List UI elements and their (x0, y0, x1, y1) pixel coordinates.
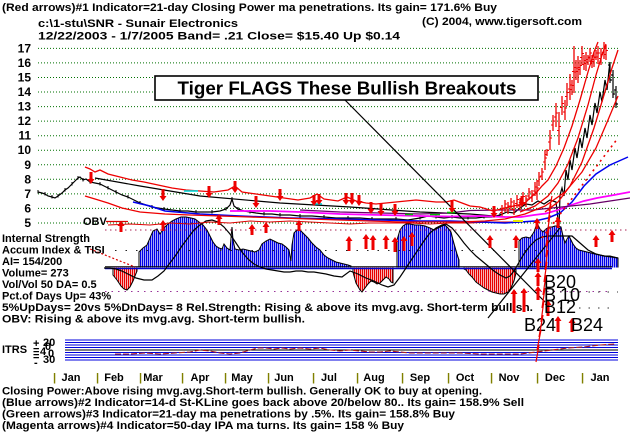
svg-text:12/22/2003 - 1/7/2005 Band= .: 12/22/2003 - 1/7/2005 Band= .21 Close= $… (38, 31, 401, 43)
svg-text:|: | (490, 372, 493, 384)
svg-text:9: 9 (24, 158, 31, 172)
svg-text:B12: B12 (544, 297, 576, 317)
svg-text:|: | (536, 372, 539, 384)
svg-text:10: 10 (18, 143, 32, 157)
svg-text:|: | (96, 372, 99, 384)
svg-text:13: 13 (18, 100, 32, 114)
svg-text:4: 4 (40, 346, 47, 358)
svg-text:Mar: Mar (143, 372, 163, 384)
svg-text:|: | (356, 372, 359, 384)
svg-text:B24: B24 (571, 315, 603, 335)
svg-text:Apr: Apr (191, 372, 211, 384)
svg-text:B: B (544, 285, 556, 305)
svg-text:20: 20 (43, 337, 55, 349)
svg-text:|: | (312, 372, 315, 384)
svg-text:(Green arrows)#3 Indicator=21-: (Green arrows)#3 Indicator=21-day ma pen… (2, 409, 456, 421)
svg-text:30: 30 (43, 354, 55, 366)
svg-text:Feb: Feb (104, 372, 124, 384)
svg-text:Internal Strength: Internal Strength (2, 233, 90, 245)
svg-text:1: 1 (560, 285, 570, 305)
svg-text:Vol/Vol 50 DA= 0.5: Vol/Vol 50 DA= 0.5 (2, 279, 97, 291)
svg-text:=: = (33, 351, 39, 363)
svg-text:|: | (267, 372, 270, 384)
svg-text:7: 7 (24, 187, 31, 201)
svg-text:B24: B24 (524, 315, 556, 335)
svg-text:May: May (231, 372, 253, 384)
svg-text:0: 0 (570, 285, 580, 305)
svg-text:|: | (139, 372, 142, 384)
svg-text:6: 6 (24, 201, 31, 215)
svg-text:Jan: Jan (591, 372, 610, 384)
svg-text:Jan: Jan (62, 372, 81, 384)
svg-text:ITRS: ITRS (2, 344, 27, 356)
svg-text:(Magenta arrows)#4 Indicator=5: (Magenta arrows)#4 Indicator=50-day IPA … (2, 420, 405, 432)
svg-text:17: 17 (18, 41, 32, 55)
svg-text:Nov: Nov (499, 372, 521, 384)
svg-text:+: + (33, 338, 39, 350)
svg-text:5: 5 (24, 216, 31, 230)
svg-text:AI= 154/200: AI= 154/200 (2, 256, 62, 268)
svg-text:=: = (33, 345, 39, 357)
svg-text:11: 11 (18, 129, 31, 143)
svg-text:Aug: Aug (363, 372, 384, 384)
svg-text:Closing Power:Above rising mvg: Closing Power:Above rising mvg.avg.Short… (2, 386, 482, 398)
svg-text:(Red arrows)#1 Indicator=21-da: (Red arrows)#1 Indicator=21-day Closing … (2, 2, 498, 14)
svg-text:Accum Index & TISI: Accum Index & TISI (2, 245, 105, 257)
svg-text:(C) 2004, www.tigersoft.com: (C) 2004, www.tigersoft.com (422, 16, 582, 28)
svg-text:Pct.of Days Up= 43%: Pct.of Days Up= 43% (2, 291, 111, 303)
svg-text:|: | (224, 372, 227, 384)
svg-text:Sep: Sep (410, 372, 430, 384)
svg-text:0: 0 (45, 341, 51, 353)
svg-text:Dec: Dec (545, 372, 565, 384)
svg-text:Jul: Jul (321, 372, 337, 384)
svg-text:Volume= 273: Volume= 273 (2, 268, 69, 280)
svg-text:OBV: Rising & above its mvg.av: OBV: Rising & above its mvg.avg. Short-t… (2, 314, 305, 326)
svg-text:|: | (401, 372, 404, 384)
svg-text:Jun: Jun (274, 372, 294, 384)
svg-text:|: | (581, 372, 584, 384)
svg-text:8: 8 (24, 172, 31, 186)
svg-text:B20: B20 (544, 272, 576, 292)
svg-text:OBV: OBV (83, 216, 108, 228)
svg-text:|: | (53, 372, 56, 384)
svg-text:5%UpDays= 20vs 5%DnDays= 8 R: 5%UpDays= 20vs 5%DnDays= 8 Rel.Strength:… (2, 302, 533, 314)
svg-text:|: | (181, 372, 184, 384)
svg-text:0: 0 (48, 348, 54, 360)
svg-text:16: 16 (18, 56, 32, 70)
svg-text:-: - (34, 357, 38, 369)
svg-text:|: | (447, 372, 450, 384)
svg-text:(Blue arrows)#2 Indicator=14-d: (Blue arrows)#2 Indicator=14-d St-KLine … (2, 397, 524, 409)
svg-text:Oct: Oct (456, 372, 475, 384)
svg-text:c:\1-stu\SNR - Sunair Electr: c:\1-stu\SNR - Sunair Electronics (38, 18, 238, 30)
svg-text:15: 15 (18, 71, 32, 85)
svg-text:14: 14 (18, 85, 32, 99)
svg-text:Tiger FLAGS These Bullish Brea: Tiger FLAGS These Bullish Breakouts (178, 79, 517, 99)
svg-text:12: 12 (18, 114, 32, 128)
